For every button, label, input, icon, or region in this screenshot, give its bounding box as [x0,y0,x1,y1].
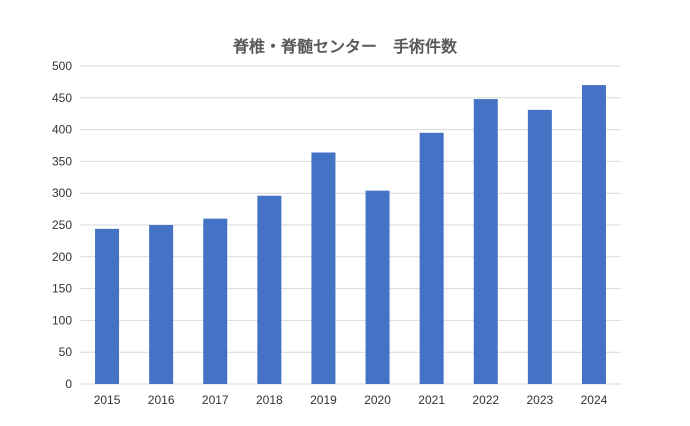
y-tick-label: 100 [52,313,72,327]
bar-2016 [149,225,174,384]
bar-2020 [365,190,390,384]
y-axis-ticks: 0 50 100 150 200 250 300 350 400 450 500 [52,59,72,391]
bar-2017 [203,218,228,384]
x-tick-label: 2016 [148,393,175,407]
y-tick-label: 450 [52,91,72,105]
bar-2018 [257,195,282,384]
y-tick-label: 50 [59,345,73,359]
bar-2022 [473,99,498,385]
x-tick-label: 2019 [310,393,337,407]
bar-2023 [527,109,552,384]
x-tick-label: 2023 [526,393,553,407]
y-tick-label: 500 [52,59,72,73]
y-tick-label: 300 [52,186,72,200]
y-tick-label: 250 [52,218,72,232]
x-tick-label: 2017 [202,393,229,407]
chart-title: 脊椎・脊髄センター 手術件数 [232,37,457,56]
x-axis-ticks: 2015 2016 2017 2018 2019 2020 2021 2022 2023 2024 [94,393,608,407]
x-tick-label: 2024 [581,393,608,407]
x-tick-label: 2015 [94,393,121,407]
y-tick-label: 0 [65,377,72,391]
x-tick-label: 2022 [472,393,499,407]
y-tick-label: 400 [52,123,72,137]
bar-2021 [419,132,444,384]
y-tick-label: 200 [52,250,72,264]
x-tick-label: 2018 [256,393,283,407]
bar-2019 [311,152,336,384]
bars [95,85,606,385]
x-tick-label: 2021 [418,393,445,407]
x-tick-label: 2020 [364,393,391,407]
y-tick-label: 150 [52,282,72,296]
y-tick-label: 350 [52,154,72,168]
bar-2024 [581,85,606,384]
bar-2015 [95,228,120,384]
